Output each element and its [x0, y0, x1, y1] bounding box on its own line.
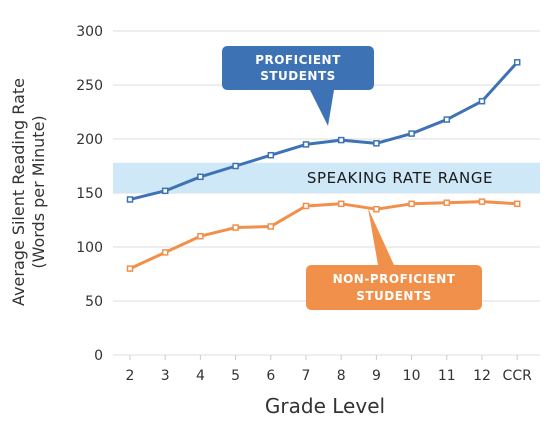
series-lines [126, 59, 521, 272]
y-tick-label-200: 200 [76, 132, 103, 148]
x-tick-label-10: 10 [403, 368, 421, 384]
point-nonproficient-3 [161, 249, 169, 256]
y-axis-title-line-2: (Words per Minute) [29, 115, 48, 268]
nonproficient-callout-line-2: STUDENTS [356, 289, 432, 303]
point-nonproficient-5 [232, 224, 239, 231]
point-nonproficient-11 [443, 199, 451, 206]
x-tick-label-8: 8 [337, 368, 346, 384]
series-line-nonproficient [129, 200, 518, 270]
nonproficient-callout-line-1: NON-PROFICIENT [333, 272, 456, 286]
y-axis-title-line-1: Average Silent Reading Rate [9, 78, 28, 306]
x-tick-labels: 2 3 4 5 6 7 8 9 10 11 12 CCR [126, 368, 533, 384]
proficient-callout-line-1: PROFICIENT [255, 53, 341, 67]
point-proficient-2 [126, 196, 134, 203]
point-proficient-11 [443, 116, 451, 123]
point-proficient-5 [232, 162, 239, 170]
x-axis-title: Grade Level [265, 394, 385, 418]
x-tick-label-2: 2 [126, 368, 135, 384]
point-proficient-10 [408, 130, 415, 137]
y-tick-label-100: 100 [76, 240, 103, 256]
x-tick-label-5: 5 [231, 368, 240, 384]
point-nonproficient-6 [267, 223, 275, 230]
point-nonproficient-12 [478, 198, 486, 205]
nonproficient-callout: NON-PROFICIENT STUDENTS [306, 208, 482, 310]
point-proficient-3 [161, 187, 169, 195]
y-tick-label-50: 50 [85, 294, 103, 310]
series-line-proficient [129, 61, 519, 201]
y-tick-label-300: 300 [76, 24, 103, 40]
x-tick-label-12: 12 [473, 368, 491, 384]
y-tick-label-150: 150 [76, 186, 103, 202]
speaking-rate-band [113, 162, 540, 193]
proficient-callout: PROFICIENT STUDENTS [222, 46, 374, 126]
proficient-callout-line-2: STUDENTS [260, 69, 336, 83]
x-tick-label-9: 9 [372, 368, 381, 384]
point-proficient-12 [478, 97, 486, 105]
nonproficient-callout-box [306, 208, 482, 310]
point-proficient-CCR [513, 59, 521, 66]
x-tick-label-11: 11 [438, 368, 456, 384]
point-nonproficient-7 [302, 202, 310, 210]
proficient-callout-box [222, 46, 374, 126]
x-tick-label-CCR: CCR [503, 368, 533, 384]
point-proficient-8 [337, 136, 345, 144]
y-tick-label-250: 250 [76, 78, 103, 94]
x-tick-label-7: 7 [302, 368, 311, 384]
x-tick-label-3: 3 [161, 368, 170, 384]
point-proficient-6 [267, 151, 275, 159]
point-proficient-7 [302, 141, 310, 148]
x-tick-label-6: 6 [266, 368, 275, 384]
y-tick-labels: 0 50 100 150 200 250 300 [76, 24, 103, 364]
point-proficient-4 [197, 173, 204, 181]
y-tick-label-0: 0 [94, 348, 103, 364]
x-tick-label-4: 4 [196, 368, 205, 384]
point-nonproficient-2 [126, 265, 134, 272]
band-label: SPEAKING RATE RANGE [307, 169, 493, 187]
point-nonproficient-4 [197, 232, 204, 240]
point-nonproficient-10 [408, 200, 415, 208]
point-nonproficient-9 [373, 205, 380, 213]
point-nonproficient-CCR [513, 200, 521, 208]
point-nonproficient-8 [337, 200, 345, 208]
point-proficient-9 [373, 140, 380, 147]
y-axis-title: Average Silent Reading Rate (Words per M… [9, 78, 48, 306]
